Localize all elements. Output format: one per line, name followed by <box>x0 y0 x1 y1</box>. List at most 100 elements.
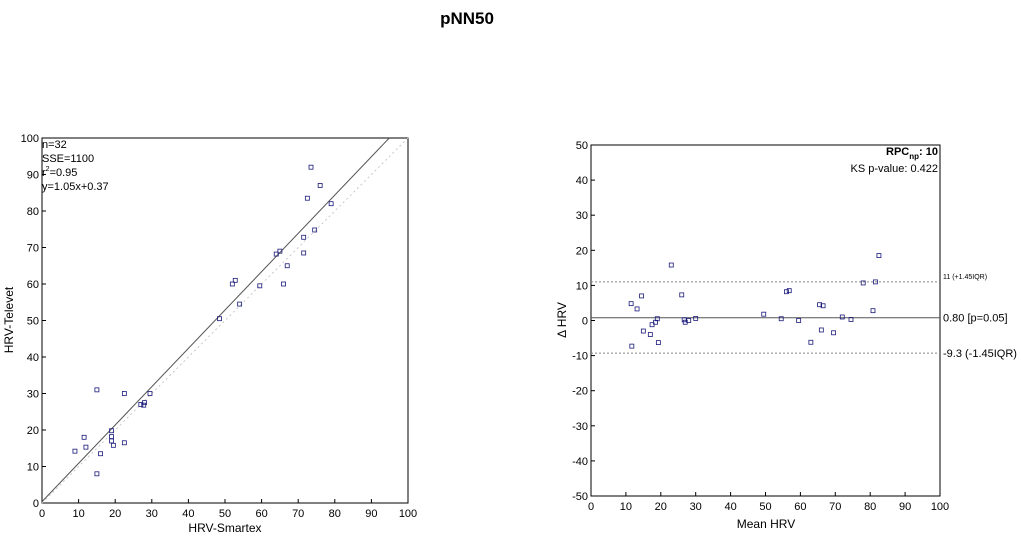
data-point <box>820 303 826 309</box>
data-point <box>109 428 114 434</box>
x-tick-label: 40 <box>724 501 736 513</box>
data-point <box>121 391 127 396</box>
x-tick-label: 30 <box>146 508 158 520</box>
data-point <box>94 471 100 477</box>
data-point <box>237 301 243 307</box>
data-point <box>693 315 699 321</box>
reference-line-label: 11 (+1.45IQR) <box>943 274 987 281</box>
data-point <box>121 440 127 446</box>
data-point <box>668 262 674 268</box>
correlation-x-ticks: 0 10 20 30 40 50 60 70 80 90 100 <box>39 499 417 520</box>
data-point <box>686 318 692 323</box>
x-tick-label: 20 <box>109 508 121 520</box>
data-point <box>848 317 854 322</box>
y-tick-label: -30 <box>572 421 588 433</box>
x-tick-label: 100 <box>931 501 949 513</box>
data-point <box>81 434 87 440</box>
stat-r-letter: r <box>42 167 46 179</box>
y-tick-label: 10 <box>576 280 588 292</box>
x-tick-label: 50 <box>219 508 231 520</box>
data-point <box>217 316 222 322</box>
stat-r2-value: =0.95 <box>50 167 78 179</box>
data-point <box>94 387 100 393</box>
y-tick-label: 70 <box>27 243 39 255</box>
data-point <box>831 330 836 336</box>
data-point <box>257 283 263 289</box>
data-point <box>312 227 318 233</box>
y-tick-label: 0 <box>33 498 39 510</box>
data-point <box>284 263 290 269</box>
data-point <box>640 328 646 334</box>
data-point <box>328 201 334 207</box>
data-point <box>629 343 635 349</box>
correlation-points <box>72 164 334 477</box>
x-tick-label: 30 <box>690 501 702 513</box>
bland-altman-y-ticks: -50 -40 -30 -20 -10 0 10 20 30 40 50 <box>572 140 595 503</box>
x-tick-label: 60 <box>255 508 267 520</box>
data-point <box>304 195 310 201</box>
x-tick-label: 50 <box>759 501 771 513</box>
data-point <box>98 451 103 457</box>
bland-altman-points <box>628 253 882 349</box>
x-tick-label: 80 <box>864 501 876 513</box>
data-point <box>876 253 882 258</box>
stat-sse: SSE=1100 <box>42 153 94 165</box>
bland-altman-reference-lines: 11 (+1.45IQR) 0.80 [p=0.05] -9.3 (-1.45IQR… <box>591 274 1017 360</box>
y-tick-label: 30 <box>576 210 588 222</box>
data-point <box>142 400 147 406</box>
x-tick-label: 0 <box>39 508 45 520</box>
data-point <box>681 317 687 323</box>
data-point <box>141 402 147 408</box>
y-tick-label: 20 <box>576 245 588 257</box>
reference-line-label: -9.3 (-1.45IQR) <box>943 348 1017 360</box>
y-tick-label: -20 <box>572 386 588 398</box>
data-point <box>109 438 114 444</box>
stat-r-superscript: 2 <box>46 166 50 173</box>
y-tick-label: 90 <box>27 170 39 182</box>
data-point <box>818 327 824 333</box>
y-tick-label: 40 <box>576 175 588 187</box>
data-point <box>628 301 634 307</box>
x-tick-label: 10 <box>72 508 84 520</box>
y-tick-label: 40 <box>27 352 39 364</box>
data-point <box>229 281 235 287</box>
data-point <box>301 250 307 256</box>
y-tick-label: -10 <box>572 351 588 363</box>
x-tick-label: 80 <box>329 508 341 520</box>
data-point <box>679 292 685 298</box>
data-point <box>72 448 78 454</box>
data-point <box>784 289 789 295</box>
data-point <box>873 279 878 285</box>
data-point <box>277 248 283 254</box>
data-point <box>839 314 845 320</box>
rpc-label-text: RPC <box>886 146 909 158</box>
data-point <box>639 293 645 299</box>
rpc-subscript: np <box>909 152 919 161</box>
stat-r2: r2=0.95 <box>42 166 77 179</box>
y-tick-label: -40 <box>572 456 588 468</box>
y-tick-label: 20 <box>27 425 39 437</box>
data-point <box>232 277 238 283</box>
data-point <box>870 308 876 314</box>
data-point <box>654 316 660 322</box>
data-point <box>647 332 653 337</box>
correlation-lines <box>41 137 409 504</box>
data-point <box>796 318 802 323</box>
x-tick-label: 20 <box>655 501 667 513</box>
x-tick-label: 60 <box>794 501 806 513</box>
reference-line-label: 0.80 [p=0.05] <box>943 313 1008 325</box>
data-point <box>83 444 89 450</box>
y-tick-label: 0 <box>582 316 588 328</box>
data-point <box>808 339 814 345</box>
data-point <box>110 442 116 448</box>
correlation-x-label: HRV-Smartex <box>188 521 261 535</box>
data-point <box>761 311 767 317</box>
bland-altman-x-ticks: 0 10 20 30 40 50 60 70 80 90 100 <box>588 492 949 513</box>
x-tick-label: 90 <box>365 508 377 520</box>
data-point <box>273 251 279 257</box>
data-point <box>817 302 822 308</box>
bland-altman-x-label: Mean HRV <box>737 517 795 531</box>
correlation-stats: n=32 SSE=1100 r2=0.95 y=1.05x+0.37 <box>42 139 109 193</box>
data-point <box>301 234 307 240</box>
